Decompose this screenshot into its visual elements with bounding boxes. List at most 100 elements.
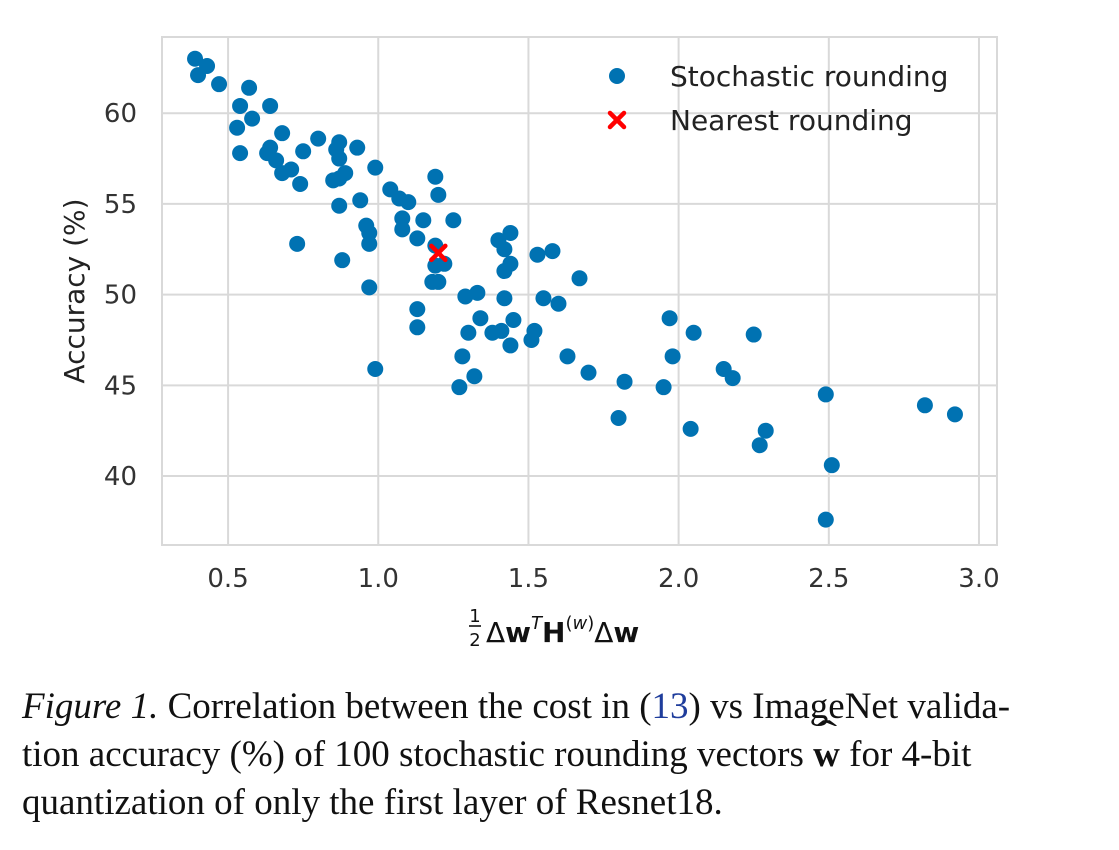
legend-marker-stochastic [609,68,625,84]
stochastic-rounding-point [757,422,774,439]
stochastic-rounding-point [580,364,597,381]
stochastic-rounding-point [817,386,834,403]
stochastic-rounding-point [409,301,426,318]
stochastic-rounding-point [559,348,576,365]
stochastic-rounding-point [295,143,312,160]
stochastic-rounding-point [655,379,672,396]
svg-text:ΔwTH(w)Δw: ΔwTH(w)Δw [486,613,639,649]
stochastic-rounding-point [484,324,501,341]
stochastic-rounding-point [427,168,444,185]
stochastic-rounding-point [616,373,633,390]
stochastic-rounding-point [274,125,291,142]
figure-label: Figure 1. [22,686,159,727]
y-axis-label: Accuracy (%) [58,198,91,383]
stochastic-rounding-point [244,110,261,127]
stochastic-rounding-point [289,235,306,252]
stochastic-rounding-point [946,406,963,423]
x-tick-labels: 0.5 1.0 1.5 2.0 2.5 3.0 [207,564,999,594]
stochastic-rounding-point [817,511,834,528]
scatter-chart: 0.5 1.0 1.5 2.0 2.5 3.0 40 45 50 55 60 Stochastic… [58,36,1000,651]
stochastic-rounding-point [334,252,351,269]
stochastic-rounding-point [682,420,699,437]
stochastic-rounding-point [424,273,441,290]
stochastic-rounding-point [232,97,249,114]
stochastic-rounding-point [460,324,477,341]
stochastic-rounding-point [349,139,366,156]
legend-label-stochastic: Stochastic rounding [670,60,948,93]
stochastic-rounding-point [685,324,702,341]
stochastic-rounding-point [310,130,327,147]
plot-area [161,36,998,546]
stochastic-rounding-point [610,410,627,426]
y-tick-label: 50 [104,281,137,311]
equation-reference-link[interactable]: 13 [651,686,689,727]
caption-line-1: Figure 1. Correlation between the cost i… [22,683,1107,731]
figure-caption: Figure 1. Correlation between the cost i… [22,683,1107,827]
caption-text-2a: tion accuracy (%) of 100 stochastic roun… [22,734,814,775]
stochastic-rounding-point [496,263,513,280]
stochastic-rounding-point [451,379,468,396]
stochastic-rounding-point [505,312,522,329]
stochastic-rounding-point [268,152,285,169]
stochastic-rounding-point [394,221,411,238]
stochastic-rounding-point [415,212,432,229]
stochastic-rounding-point [454,348,471,365]
stochastic-rounding-point [445,212,462,229]
legend-marker-nearest [607,110,627,130]
stochastic-rounding-point [400,194,417,211]
stochastic-rounding-point [751,437,768,454]
stochastic-rounding-point [502,337,519,354]
stochastic-rounding-point [262,97,279,114]
stochastic-rounding-point [325,172,342,189]
stochastic-rounding-point [331,150,348,167]
stochastic-rounding-point [229,119,246,136]
stochastic-rounding-point [466,368,483,385]
stochastic-rounding-point [745,326,762,343]
x-tick-label: 3.0 [958,564,999,594]
y-tick-label: 55 [104,190,137,220]
stochastic-rounding-point [535,290,552,307]
legend-label-nearest: Nearest rounding [670,104,913,137]
stochastic-rounding-point [367,159,384,176]
x-tick-label: 1.0 [358,564,399,594]
stochastic-rounding-point [529,246,546,263]
stochastic-rounding-point [502,224,519,241]
stochastic-rounding-point [544,243,561,260]
y-tick-label: 60 [104,99,137,129]
stochastic-rounding-point [661,310,678,327]
stochastic-rounding-point [664,348,681,365]
caption-line-2: tion accuracy (%) of 100 stochastic roun… [22,731,1107,779]
stochastic-rounding-point [724,370,741,387]
stochastic-rounding-point [361,279,378,296]
svg-text:1: 1 [469,606,480,627]
nearest-rounding-point [429,243,448,263]
stochastic-rounding-point [283,161,300,178]
y-tick-labels: 40 45 50 55 60 [104,99,137,492]
stochastic-rounding-point [430,186,447,203]
stochastic-rounding-point [571,270,588,287]
caption-line-3: quantization of only the first layer of … [22,782,723,823]
caption-text-1a: Correlation between the cost in ( [158,686,652,727]
y-tick-label: 45 [104,371,137,401]
stochastic-rounding-point [241,79,258,96]
stochastic-rounding-point [187,50,204,67]
grid-lines [162,37,997,545]
stochastic-rounding-point [823,457,840,474]
x-axis-label: 1 2 ΔwTH(w)Δw [469,606,639,651]
stochastic-rounding-point [916,397,933,414]
stochastic-rounding-point [367,361,384,378]
caption-text-2b: for 4-bit [839,734,972,775]
stochastic-rounding-point [409,319,426,336]
stochastic-rounding-point [496,241,513,258]
x-tick-label: 1.5 [508,564,549,594]
stochastic-rounding-point [331,197,348,214]
x-tick-label: 2.0 [658,564,699,594]
stochastic-rounding-point [472,310,489,327]
y-tick-label: 40 [104,462,137,492]
data-points [187,50,963,528]
stochastic-rounding-point [361,235,378,252]
stochastic-rounding-point [211,76,228,93]
caption-text-1b: ) vs ImageNet valida- [688,686,1011,727]
stochastic-rounding-point [523,331,540,348]
stochastic-rounding-point [550,295,567,312]
